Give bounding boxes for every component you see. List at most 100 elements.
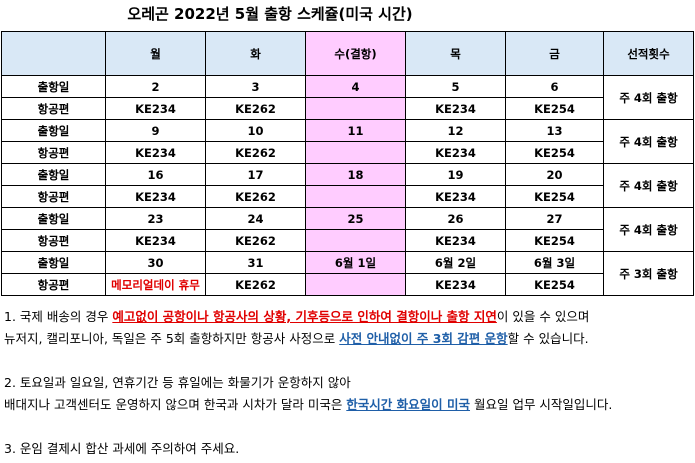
departure-label: 출항일 xyxy=(1,251,106,274)
header-thu: 목 xyxy=(405,31,506,76)
note-3: 3. 운임 결제시 합산 과세에 주의하여 주세요. xyxy=(4,438,694,460)
flight-label: 항공편 xyxy=(1,97,106,120)
flight-cell: KE234 xyxy=(105,229,206,252)
date-cell: 12 xyxy=(405,119,506,142)
week-2-departure-row: 출항일 9 10 11 12 13 주 4회 출항 xyxy=(1,119,694,164)
note-text: 할 수 있습니다. xyxy=(507,331,589,346)
flight-cell: KE234 xyxy=(405,273,506,296)
flight-cell: KE234 xyxy=(105,97,206,120)
flight-cell: KE234 xyxy=(105,141,206,164)
flight-cell: KE262 xyxy=(205,273,306,296)
flight-label: 항공편 xyxy=(1,141,106,164)
note-highlight-red: 예고없이 공항이나 항공사의 상황, 기후등으로 인하여 결항이나 출항 지연 xyxy=(112,309,497,324)
note-1-line-2: 뉴저지, 캘리포니아, 독일은 주 5회 출항하지만 항공사 사정으로 사전 안… xyxy=(4,328,694,350)
week-5-flight-row: 항공편 메모리얼데이 휴무 KE262 KE234 KE254 xyxy=(1,273,694,296)
date-cell: 6월 2일 xyxy=(405,251,506,274)
note-2-line-2: 배대지나 고객센터도 운영하지 않으며 한국과 시차가 달라 미국은 한국시간 … xyxy=(4,394,694,416)
flight-cell: KE262 xyxy=(205,97,306,120)
flight-cell: KE254 xyxy=(505,141,604,164)
week-1-flight-row: 항공편 KE234 KE262 KE234 KE254 xyxy=(1,97,694,120)
date-cell: 9 xyxy=(105,119,206,142)
notes-section: 1. 국제 배송의 경우 예고없이 공항이나 항공사의 상황, 기후등으로 인하… xyxy=(4,306,694,460)
flight-cell: KE234 xyxy=(405,141,506,164)
week-2-flight-row: 항공편 KE234 KE262 KE234 KE254 xyxy=(1,141,694,164)
date-cell: 16 xyxy=(105,163,206,186)
flight-cell: KE254 xyxy=(505,185,604,208)
page-title: 오레곤 2022년 5월 출항 스케쥴(미국 시간) xyxy=(127,5,413,23)
departure-label: 출항일 xyxy=(1,207,106,230)
note-1-line-1: 1. 국제 배송의 경우 예고없이 공항이나 항공사의 상황, 기후등으로 인하… xyxy=(4,306,694,328)
flight-cell: KE234 xyxy=(405,185,506,208)
note-2-line-1: 2. 토요일과 일요일, 연휴기간 등 휴일에는 화물기가 운항하지 않아 xyxy=(4,372,694,394)
date-cell: 6 xyxy=(505,75,604,98)
flight-cell: KE234 xyxy=(105,185,206,208)
date-cell-wed: 18 xyxy=(305,163,406,186)
note-text: 이 있을 수 있으며 xyxy=(496,309,590,324)
date-cell: 23 xyxy=(105,207,206,230)
date-cell: 6월 3일 xyxy=(505,251,604,274)
header-mon: 월 xyxy=(105,31,206,76)
date-cell: 30 xyxy=(105,251,206,274)
week-4-departure-row: 출항일 23 24 25 26 27 주 4회 출항 xyxy=(1,207,694,252)
date-cell-wed: 11 xyxy=(305,119,406,142)
flight-cell: KE262 xyxy=(205,141,306,164)
date-cell: 20 xyxy=(505,163,604,186)
date-cell-wed: 25 xyxy=(305,207,406,230)
week-3-departure-row: 출항일 16 17 18 19 20 주 4회 출항 xyxy=(1,163,694,208)
date-cell: 19 xyxy=(405,163,506,186)
note-highlight-blue: 사전 안내없이 주 3회 감편 운항 xyxy=(339,331,508,346)
flight-cell: KE234 xyxy=(405,97,506,120)
date-cell: 5 xyxy=(405,75,506,98)
flight-cell: KE254 xyxy=(505,97,604,120)
header-blank-cell xyxy=(1,31,106,76)
flight-cell-wed xyxy=(305,185,406,208)
flight-cell: KE234 xyxy=(405,229,506,252)
note-highlight-blue: 한국시간 화요일이 미국 xyxy=(346,397,471,412)
flight-cell-wed xyxy=(305,273,406,296)
departure-label: 출항일 xyxy=(1,75,106,98)
note-text: 2. 토요일과 일요일, 연휴기간 등 휴일에는 화물기가 운항하지 않아 xyxy=(4,375,351,390)
note-text: 3. 운임 결제시 합산 과세에 주의하여 주세요. xyxy=(4,441,240,456)
header-fri: 금 xyxy=(505,31,604,76)
departure-label: 출항일 xyxy=(1,163,106,186)
frequency-cell: 주 4회 출항 xyxy=(603,75,694,120)
flight-label: 항공편 xyxy=(1,229,106,252)
date-cell-wed: 4 xyxy=(305,75,406,98)
frequency-cell: 주 4회 출항 xyxy=(603,119,694,164)
flight-cell: KE254 xyxy=(505,273,604,296)
flight-cell: KE254 xyxy=(505,229,604,252)
flight-cell: KE262 xyxy=(205,185,306,208)
flight-cell-wed xyxy=(305,97,406,120)
date-cell: 27 xyxy=(505,207,604,230)
date-cell: 3 xyxy=(205,75,306,98)
date-cell: 26 xyxy=(405,207,506,230)
date-cell: 2 xyxy=(105,75,206,98)
flight-label: 항공편 xyxy=(1,273,106,296)
schedule-table: 월 화 수(결항) 목 금 선적횟수 출항일 2 3 4 5 6 주 4회 출항… xyxy=(1,31,694,296)
date-cell-wed: 6월 1일 xyxy=(305,251,406,274)
date-cell: 17 xyxy=(205,163,306,186)
week-3-flight-row: 항공편 KE234 KE262 KE234 KE254 xyxy=(1,185,694,208)
departure-label: 출항일 xyxy=(1,119,106,142)
week-4-flight-row: 항공편 KE234 KE262 KE234 KE254 xyxy=(1,229,694,252)
frequency-cell: 주 4회 출항 xyxy=(603,207,694,252)
date-cell: 31 xyxy=(205,251,306,274)
note-text: 배대지나 고객센터도 운영하지 않으며 한국과 시차가 달라 미국은 xyxy=(4,397,347,412)
header-tue: 화 xyxy=(205,31,306,76)
note-text: 월요일 업무 시작일입니다. xyxy=(470,397,613,412)
flight-cell-wed xyxy=(305,229,406,252)
header-row: 월 화 수(결항) 목 금 선적횟수 xyxy=(1,31,694,76)
week-1-departure-row: 출항일 2 3 4 5 6 주 4회 출항 xyxy=(1,75,694,120)
header-freq: 선적횟수 xyxy=(603,31,694,76)
frequency-cell: 주 4회 출항 xyxy=(603,163,694,208)
date-cell: 10 xyxy=(205,119,306,142)
flight-label: 항공편 xyxy=(1,185,106,208)
week-5-departure-row: 출항일 30 31 6월 1일 6월 2일 6월 3일 주 3회 출항 xyxy=(1,251,694,296)
note-text: 뉴저지, 캘리포니아, 독일은 주 5회 출항하지만 항공사 사정으로 xyxy=(4,331,340,346)
date-cell: 24 xyxy=(205,207,306,230)
holiday-note-cell: 메모리얼데이 휴무 xyxy=(105,273,206,296)
frequency-cell: 주 3회 출항 xyxy=(603,251,694,296)
date-cell: 13 xyxy=(505,119,604,142)
flight-cell-wed xyxy=(305,141,406,164)
header-wed: 수(결항) xyxy=(305,31,406,76)
